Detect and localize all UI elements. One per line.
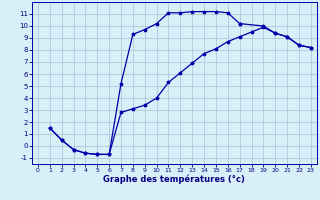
X-axis label: Graphe des températures (°c): Graphe des températures (°c) — [103, 175, 245, 184]
